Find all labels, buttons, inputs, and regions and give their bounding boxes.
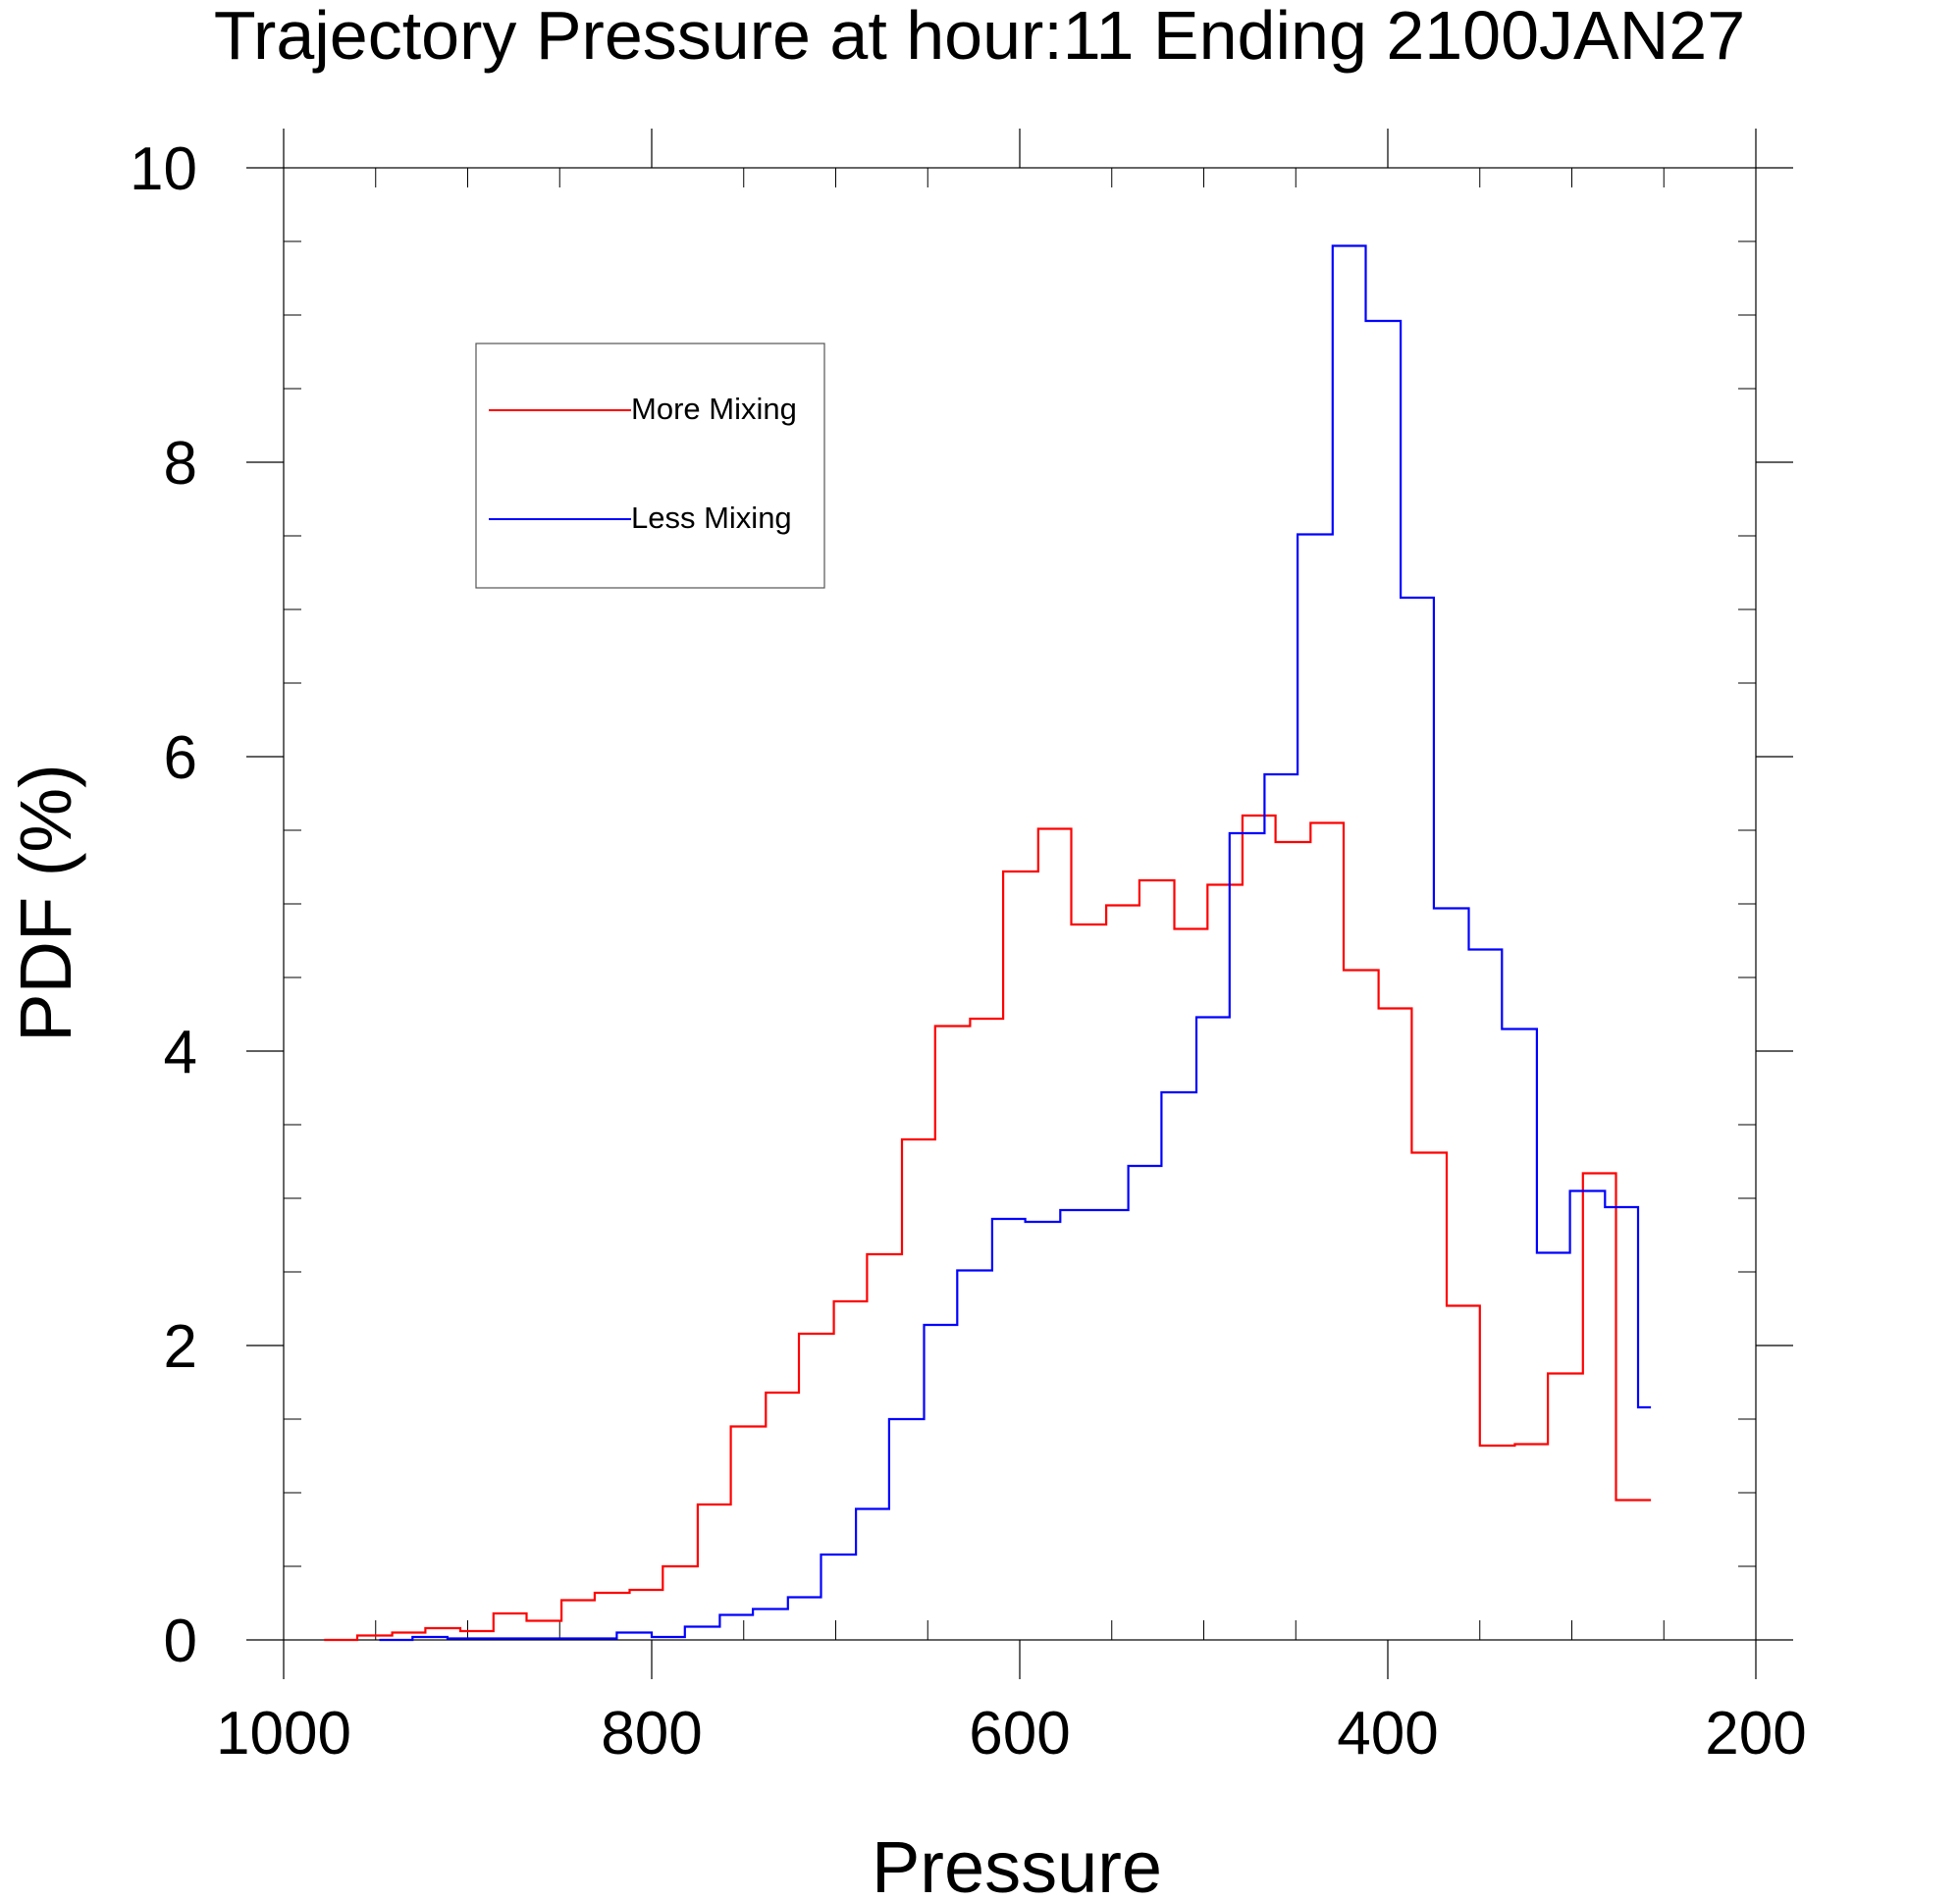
x-tick-label: 800 bbox=[601, 1700, 702, 1768]
legend-label-more-mixing: More Mixing bbox=[631, 392, 797, 426]
x-tick-label: 1000 bbox=[216, 1700, 351, 1768]
series-line bbox=[379, 244, 1652, 1642]
series-line bbox=[324, 814, 1652, 1642]
y-axis-label: PDF (%) bbox=[5, 764, 86, 1042]
y-tick-label: 0 bbox=[164, 1608, 197, 1675]
y-tick-label: 8 bbox=[164, 430, 197, 498]
x-axis-label: Pressure bbox=[872, 1826, 1162, 1900]
y-tick-label: 10 bbox=[130, 135, 197, 203]
series-1 bbox=[379, 244, 1652, 1642]
legend: More Mixing Less Mixing bbox=[475, 343, 825, 589]
x-tick-label: 400 bbox=[1337, 1700, 1438, 1768]
axes: 1000 800 600 400 200 0 2 4 6 8 10 bbox=[130, 129, 1807, 1768]
y-tick-label: 4 bbox=[164, 1019, 197, 1086]
legend-label-less-mixing: Less Mixing bbox=[631, 501, 792, 535]
x-tick-label: 600 bbox=[969, 1700, 1070, 1768]
y-tick-label: 2 bbox=[164, 1313, 197, 1381]
x-tick-label: 200 bbox=[1705, 1700, 1806, 1768]
legend-box bbox=[475, 343, 825, 589]
series-layer bbox=[324, 244, 1652, 1642]
series-0 bbox=[324, 814, 1652, 1642]
y-tick-label: 6 bbox=[164, 724, 197, 792]
chart-title: Trajectory Pressure at hour:11 Ending 21… bbox=[214, 0, 1745, 74]
